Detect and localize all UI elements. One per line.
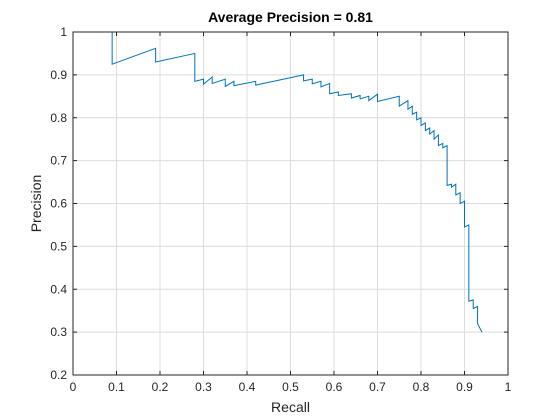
x-axis-label: Recall (271, 399, 310, 415)
y-tick-label: 0.4 (50, 282, 67, 296)
x-tick-label: 0.4 (239, 380, 256, 394)
x-tick-label: 0.3 (195, 380, 212, 394)
chart-title: Average Precision = 0.81 (208, 9, 373, 25)
y-axis-label: Precision (28, 175, 44, 233)
y-tick-label: 0.8 (50, 111, 67, 125)
y-tick-label: 0.6 (50, 197, 67, 211)
plot-frame (72, 31, 509, 376)
x-tick-label: 0.9 (456, 380, 473, 394)
axis-ticks: 0 0.1 0.2 0.3 0.4 0.5 0.6 0.7 0.8 0.9 1 0.2 0.3 0.4 0.… (50, 25, 511, 394)
y-tick-label: 1 (60, 25, 67, 39)
x-tick-label: 0.2 (152, 380, 169, 394)
pr-curve-line (73, 31, 483, 333)
y-tick-label: 0.9 (50, 68, 67, 82)
x-tick-label: 1 (505, 380, 512, 394)
y-tick-label: 0.2 (50, 368, 67, 382)
x-tick-label: 0.8 (413, 380, 430, 394)
x-tick-label: 0.7 (369, 380, 386, 394)
y-tick-label: 0.7 (50, 154, 67, 168)
x-tick-label: 0.1 (108, 380, 125, 394)
y-tick-label: 0.5 (50, 239, 67, 253)
y-tick-label: 0.3 (50, 325, 67, 339)
series-group (73, 31, 483, 333)
x-tick-label: 0.5 (282, 380, 299, 394)
x-tick-label: 0 (70, 380, 77, 394)
x-tick-label: 0.6 (326, 380, 343, 394)
